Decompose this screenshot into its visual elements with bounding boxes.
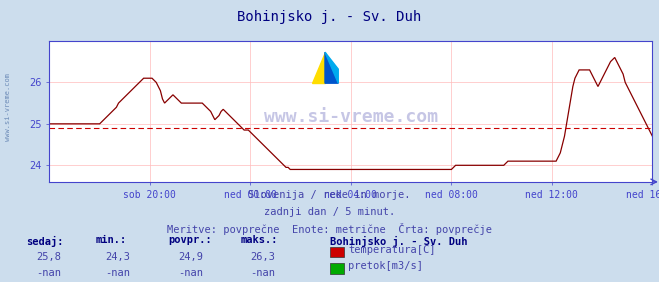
Text: www.si-vreme.com: www.si-vreme.com	[264, 108, 438, 126]
Text: www.si-vreme.com: www.si-vreme.com	[5, 73, 11, 141]
Text: Meritve: povprečne  Enote: metrične  Črta: povprečje: Meritve: povprečne Enote: metrične Črta:…	[167, 223, 492, 235]
Text: 24,9: 24,9	[178, 252, 203, 262]
Text: -nan: -nan	[178, 268, 203, 278]
Text: -nan: -nan	[250, 268, 275, 278]
Polygon shape	[312, 52, 325, 83]
Polygon shape	[325, 52, 338, 83]
Polygon shape	[325, 52, 338, 83]
Text: pretok[m3/s]: pretok[m3/s]	[348, 261, 423, 271]
Text: -nan: -nan	[105, 268, 130, 278]
Text: Slovenija / reke in morje.: Slovenija / reke in morje.	[248, 190, 411, 200]
Text: -nan: -nan	[36, 268, 61, 278]
Text: 25,8: 25,8	[36, 252, 61, 262]
Text: Bohinjsko j. - Sv. Duh: Bohinjsko j. - Sv. Duh	[237, 10, 422, 24]
Text: povpr.:: povpr.:	[168, 235, 212, 245]
Text: zadnji dan / 5 minut.: zadnji dan / 5 minut.	[264, 207, 395, 217]
Text: 24,3: 24,3	[105, 252, 130, 262]
Text: sedaj:: sedaj:	[26, 235, 64, 246]
Text: 26,3: 26,3	[250, 252, 275, 262]
Text: maks.:: maks.:	[241, 235, 278, 245]
Text: temperatura[C]: temperatura[C]	[348, 244, 436, 255]
Text: min.:: min.:	[96, 235, 127, 245]
Text: Bohinjsko j. - Sv. Duh: Bohinjsko j. - Sv. Duh	[330, 235, 467, 246]
